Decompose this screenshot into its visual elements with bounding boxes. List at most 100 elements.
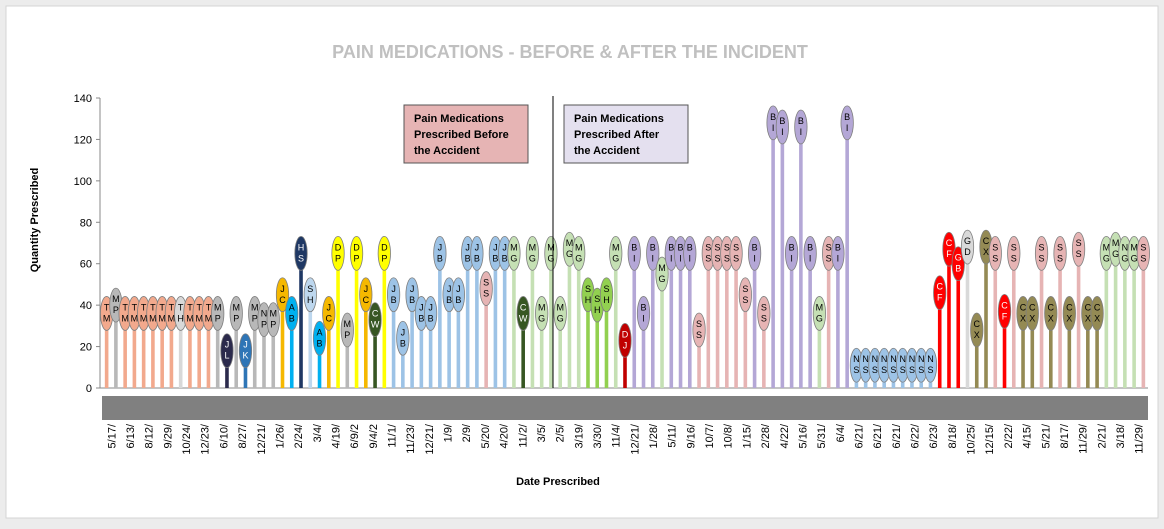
bar-label-initial-1: T — [132, 302, 138, 312]
bar-label-initial-2: L — [224, 351, 229, 361]
bar-label-initial-2: X — [983, 247, 989, 257]
bar-marker — [211, 296, 225, 331]
bar-marker — [553, 296, 567, 331]
bar: GB — [951, 246, 965, 388]
x-tick-label: 10/7/ — [704, 423, 716, 448]
x-tick-label: 6/21/ — [891, 423, 903, 448]
bar-stem — [104, 313, 109, 388]
x-tick-label: 5/11/ — [667, 423, 679, 448]
bar-label-initial-1: M — [251, 302, 259, 312]
bar-label-initial-2: H — [603, 295, 610, 305]
bar-label-initial-1: D — [622, 329, 629, 339]
bar: MP — [340, 312, 354, 388]
bar-label-initial-1: C — [936, 282, 943, 292]
bar: MG — [655, 256, 669, 388]
bar: AB — [285, 296, 299, 388]
bar-label-initial-2: I — [633, 253, 636, 263]
bar-label-initial-2: S — [890, 365, 896, 375]
bar-stem — [799, 127, 803, 388]
bar: BI — [831, 235, 845, 388]
bar: BI — [785, 235, 799, 388]
bar-stem — [965, 247, 970, 388]
bar-label-initial-2: I — [837, 253, 840, 263]
bar: JK — [238, 333, 253, 388]
bar-label-initial-2: I — [809, 253, 812, 263]
bar-label-initial-1: M — [566, 238, 574, 248]
bar: MG — [544, 235, 558, 388]
bar: JB — [461, 235, 475, 388]
bar-label-initial-2: H — [177, 313, 184, 323]
bar-label-initial-2: B — [955, 264, 961, 274]
bar-label-initial-1: C — [974, 319, 981, 329]
bar-marker — [470, 235, 484, 271]
bar-marker — [1044, 296, 1058, 331]
bar-label-initial-2: M — [195, 313, 203, 323]
bar-label-initial-1: G — [964, 236, 971, 246]
bar-label-initial-1: N — [927, 354, 934, 364]
bar-stem — [826, 253, 831, 388]
bar: CX — [1062, 296, 1076, 388]
bar-stem — [993, 253, 998, 388]
bar: MP — [266, 302, 280, 388]
bar-stem — [1132, 253, 1136, 388]
x-tick-label: 5/20/ — [480, 423, 492, 448]
bar: SS — [1034, 235, 1049, 388]
bar-stem — [1086, 313, 1090, 388]
bar-label-initial-2: I — [642, 313, 645, 323]
bar: JB — [498, 235, 512, 388]
bar: NS — [886, 347, 901, 388]
bar-label-initial-2: P — [335, 253, 341, 263]
bar-marker — [1007, 235, 1021, 271]
bar-stem — [512, 253, 516, 388]
bar-label-initial-2: G — [1131, 253, 1138, 263]
bar-marker — [507, 235, 521, 271]
bar-stem — [1030, 313, 1035, 388]
bar-stem — [558, 313, 563, 388]
bar: JB — [386, 277, 401, 388]
x-tick-label: 12/21/ — [424, 423, 436, 455]
bar-label-initial-2: B — [418, 313, 424, 323]
bar-label-initial-1: N — [1122, 242, 1129, 252]
bar-stem — [364, 294, 368, 388]
chart-title: PAIN MEDICATIONS - BEFORE & AFTER THE IN… — [332, 42, 808, 62]
bar-label-initial-2: G — [547, 253, 554, 263]
bar-label-initial-1: N — [872, 354, 879, 364]
bar-label-initial-2: B — [455, 295, 461, 305]
bar-label-initial-1: M — [547, 242, 555, 252]
bar-stem — [280, 294, 285, 388]
y-tick-label: 120 — [74, 134, 92, 146]
bar-label-initial-1: B — [798, 116, 804, 126]
bar-stem — [123, 313, 127, 388]
bar-label-initial-1: D — [335, 242, 342, 252]
bar-label-initial-2: I — [679, 253, 682, 263]
bar-marker — [775, 109, 789, 145]
legend-text-line: Prescribed After — [574, 129, 660, 141]
bar-marker — [516, 296, 530, 331]
bar: TM — [164, 296, 179, 388]
bar: SS — [1071, 231, 1086, 388]
bar-label-initial-1: M — [1130, 242, 1138, 252]
bar-marker — [618, 322, 632, 358]
bar-label-initial-2: K — [242, 351, 248, 361]
bar-stem — [984, 247, 988, 388]
bar-label-initial-1: S — [603, 284, 609, 294]
x-tick-label: 1/15/ — [741, 423, 753, 448]
bar-label-initial-1: S — [715, 242, 721, 252]
bar-label-initial-1: S — [696, 319, 702, 329]
bar-label-initial-1: M — [510, 242, 518, 252]
x-tick-label: 5/17/ — [106, 423, 118, 448]
bar: NS — [923, 347, 938, 388]
bar-label-initial-2: M — [149, 313, 157, 323]
bar-marker — [599, 277, 614, 313]
bar-stem — [141, 313, 146, 388]
bar-label-initial-1: J — [327, 302, 332, 312]
bar-marker — [544, 235, 558, 271]
bar-label-initial-2: S — [1011, 253, 1017, 263]
bar-marker — [238, 333, 253, 369]
bar-label-initial-2: F — [937, 293, 943, 303]
bar-label-initial-2: C — [363, 295, 370, 305]
bar: CX — [970, 312, 984, 388]
bar-label-initial-1: B — [650, 242, 656, 252]
bar-stem — [456, 294, 461, 388]
legend-text-line: the Accident — [574, 145, 640, 157]
